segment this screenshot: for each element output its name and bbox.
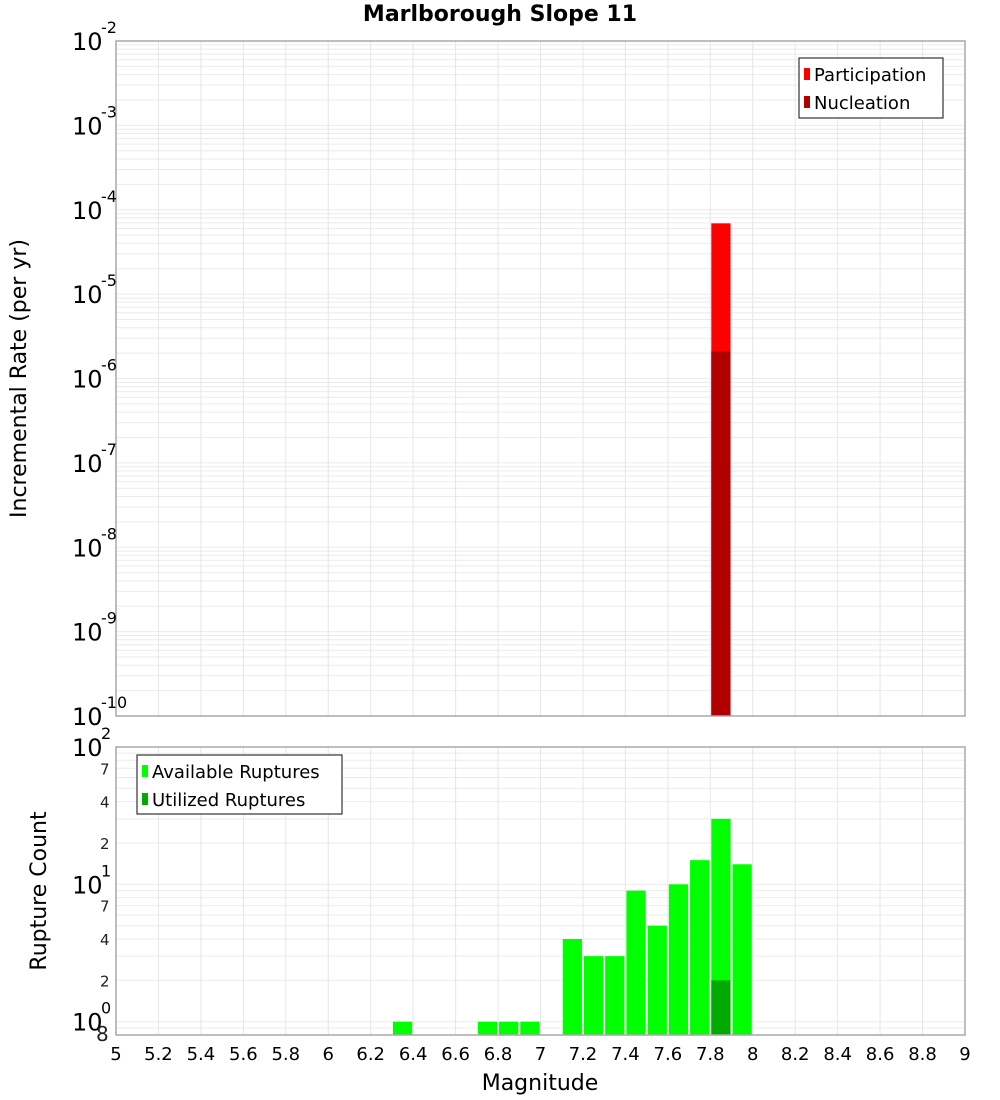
y-tick-label: 10 [72, 871, 103, 899]
x-axis: 5 5.2 5.4 5.6 5.8 6 6.2 6.4 6.6 6.8 7 7.2 7.4 7.6 7.8 8… [110, 1044, 970, 1096]
x-axis-label: Magnitude [482, 1071, 599, 1096]
y-tick-label: 10 [72, 703, 103, 731]
y-tick-label: 10 [72, 112, 103, 140]
y-tick-exponent: -3 [101, 102, 117, 121]
y-tick-exponent: -9 [101, 609, 117, 628]
y-minor-tick-label: 7 [100, 760, 110, 778]
y-tick-label: 10 [72, 534, 103, 562]
legend-label: Available Ruptures [152, 762, 320, 783]
y-tick-label: 10 [72, 619, 103, 647]
bar-available-ruptures [668, 884, 689, 1035]
y-axis-label: Rupture Count [27, 811, 52, 971]
y-tick-label: 10 [72, 1009, 103, 1037]
x-tick-label: 8.8 [908, 1044, 937, 1065]
top-panel: 10-1010-910-810-710-610-510-410-310-2Inc… [7, 18, 966, 731]
legend: Participation Nucleation [798, 57, 944, 119]
y-minor-tick-label: 7 [100, 898, 110, 916]
legend-swatch [142, 793, 148, 805]
y-tick-exponent: -7 [101, 440, 117, 459]
y-tick-exponent: -6 [101, 356, 117, 375]
x-tick-label: 7.8 [696, 1044, 725, 1065]
legend-label: Nucleation [814, 93, 910, 114]
x-tick-label: 6.4 [399, 1044, 428, 1065]
x-tick-label: 6.8 [484, 1044, 513, 1065]
y-minor-tick-label: 2 [100, 835, 110, 853]
bar-available-ruptures [477, 1021, 498, 1035]
y-minor-tick-label: 2 [100, 972, 110, 990]
bar-available-ruptures [499, 1021, 519, 1035]
x-tick-label: 7 [535, 1044, 546, 1065]
x-tick-label: 5.4 [187, 1044, 216, 1065]
x-tick-label: 5.8 [271, 1044, 300, 1065]
y-tick-exponent: 1 [101, 861, 111, 880]
chart-title: Marlborough Slope 11 [362, 2, 638, 27]
y-tick-label: 10 [72, 281, 103, 309]
x-tick-label: 6 [323, 1044, 334, 1065]
legend-swatch [142, 765, 148, 777]
bar-utilized-ruptures [711, 980, 731, 1035]
legend-label: Participation [814, 65, 926, 86]
y-tick-exponent: -10 [101, 693, 127, 712]
bar-available-ruptures [647, 925, 667, 1035]
y-tick-exponent: 2 [101, 724, 111, 743]
y-tick-label: 10 [72, 197, 103, 225]
bar-nucleation [711, 351, 731, 716]
x-tick-label: 8.2 [781, 1044, 810, 1065]
y-tick-label: 10 [72, 28, 103, 56]
y-minor-tick-label: 4 [100, 794, 110, 812]
y-tick-label: 10 [72, 734, 103, 762]
bar-available-ruptures [562, 939, 582, 1035]
x-tick-label: 8.6 [866, 1044, 895, 1065]
y-tick-label: 10 [72, 366, 103, 394]
bar-available-ruptures [626, 890, 646, 1035]
bar-available-ruptures [732, 864, 752, 1035]
x-tick-label: 8.4 [823, 1044, 852, 1065]
y-axis-label: Incremental Rate (per yr) [7, 239, 32, 518]
legend-swatch [804, 96, 810, 108]
y-tick-exponent: 0 [101, 999, 111, 1018]
x-tick-label: 5 [110, 1044, 121, 1065]
x-tick-label: 5.2 [144, 1044, 173, 1065]
y-tick-exponent: -4 [101, 187, 117, 206]
y-minor-tick-label: 8 [96, 1022, 109, 1046]
legend: Available Ruptures Utilized Ruptures [136, 754, 343, 815]
bar-available-ruptures [583, 956, 604, 1035]
x-tick-label: 8 [747, 1044, 758, 1065]
legend-swatch [804, 68, 810, 80]
x-tick-label: 6.2 [356, 1044, 385, 1065]
x-tick-label: 7.2 [569, 1044, 598, 1065]
x-tick-label: 5.6 [229, 1044, 258, 1065]
x-tick-label: 7.6 [654, 1044, 683, 1065]
bar-available-ruptures [690, 860, 710, 1035]
x-tick-label: 6.6 [441, 1044, 470, 1065]
y-tick-exponent: -8 [101, 524, 117, 543]
y-minor-tick-label: 4 [100, 931, 110, 949]
x-tick-label: 9 [959, 1044, 970, 1065]
y-tick-exponent: -5 [101, 271, 117, 290]
x-tick-label: 7.4 [611, 1044, 640, 1065]
bar-available-ruptures [520, 1021, 540, 1035]
y-tick-exponent: -2 [101, 18, 117, 37]
legend-label: Utilized Ruptures [152, 790, 305, 811]
bar-available-ruptures [392, 1021, 413, 1035]
bar-available-ruptures [605, 956, 625, 1035]
y-tick-label: 10 [72, 450, 103, 478]
